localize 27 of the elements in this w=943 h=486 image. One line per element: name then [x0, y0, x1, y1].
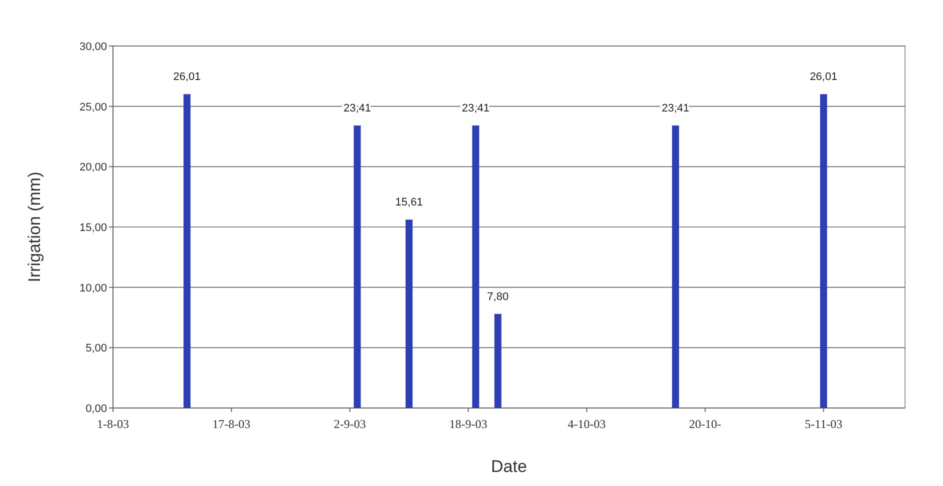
x-axis-title: Date	[491, 457, 527, 476]
text: 15,61	[395, 196, 423, 209]
bar	[472, 126, 480, 408]
x-tick-label: 4-10-03	[568, 417, 606, 431]
bar	[184, 94, 191, 408]
bar	[494, 314, 502, 408]
text: 26,01	[810, 71, 838, 84]
bar	[354, 126, 361, 408]
x-tick-label: 17-8-03	[212, 417, 250, 431]
y-tick-label: 10,00	[79, 282, 107, 294]
x-tick-label: 2-9-03	[334, 417, 366, 431]
bar	[820, 94, 828, 408]
y-tick-label: 15,00	[79, 222, 107, 234]
y-tick-label: 5,00	[86, 342, 107, 355]
y-axis-title: Irrigation (mm)	[25, 172, 44, 282]
text: 26,01	[173, 71, 201, 84]
text: 7,80	[487, 290, 509, 303]
y-tick-label: 30,00	[79, 41, 107, 53]
x-tick-label: 5-11-03	[804, 417, 842, 431]
x-tick-label: 1-8-03	[97, 417, 129, 431]
x-tick-label: 18-9-03	[449, 417, 488, 431]
bar	[672, 126, 680, 408]
bar	[406, 220, 413, 408]
y-tick-label: 20,00	[79, 162, 107, 174]
x-tick-label: 20-10-	[689, 417, 722, 431]
y-tick-label: 25,00	[79, 101, 107, 114]
y-tick-label: 0,00	[86, 403, 107, 415]
